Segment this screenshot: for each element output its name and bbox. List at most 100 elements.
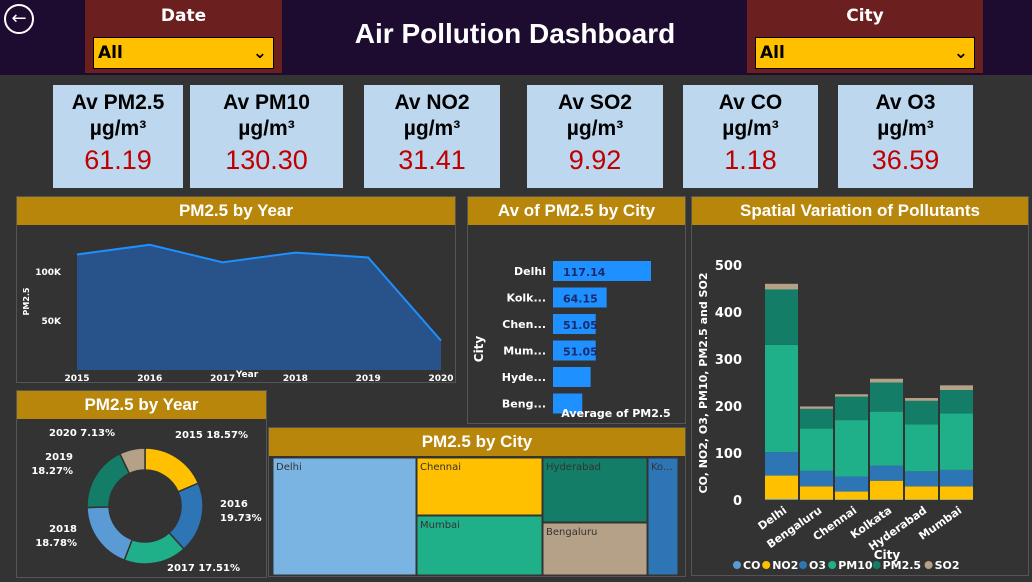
stacked-segment [870,382,903,412]
stacked-title: Spatial Variation of Pollutants [692,197,1028,225]
kpi-label: Av CO [718,91,783,114]
y-axis-label: City [472,336,486,363]
kpi-unit: µg/m³ [238,117,295,140]
city-bar [553,261,651,281]
legend-marker [924,561,933,569]
stacked-segment [835,491,868,500]
legend-label: PM10 [838,559,873,572]
treemap-tile [416,457,543,516]
kpi-label: Av O3 [875,91,936,114]
kpi-label: Av PM2.5 [71,91,165,114]
stacked-segment [765,289,798,345]
stacked-segment [940,469,973,487]
stacked-segment [905,400,938,425]
date-dropdown[interactable]: All ⌄ [93,37,274,69]
city-bar-title: Av of PM2.5 by City [468,197,685,225]
treemap-label: Ko... [651,462,673,473]
donut-label: 2016 [220,499,248,510]
stacked-segment [870,378,903,383]
stacked-segment [765,452,798,476]
kpi-value: 36.59 [871,145,940,175]
kpi-value: 9.92 [568,145,622,175]
stacked-segment [800,486,833,500]
x-tick-label: 2020 [428,374,453,382]
treemap-tile [272,457,417,576]
treemap-label: Chennai [420,462,461,473]
city-label: Delhi [514,265,546,278]
stacked-segment [940,390,973,414]
donut-label: 2017 17.51% [167,563,240,574]
stacked-segment [765,283,798,290]
stacked-segment [940,385,973,391]
city-label: Chen... [502,318,546,331]
date-slicer-label: Date [160,6,207,26]
y-tick-label: 200 [715,400,742,415]
stacked-segment [800,406,833,409]
stacked-segment [800,470,833,487]
donut-label: 19.73% [220,513,262,524]
treemap-tile [647,457,679,576]
kpi-unit: µg/m³ [722,117,779,140]
kpi-card-so2: Av SO2 µg/m³ 9.92 [527,85,663,188]
kpi-card-no2: Av NO2 µg/m³ 31.41 [364,85,500,188]
stacked-segment [870,411,903,466]
bar-value-label: 51.05 [563,346,598,359]
stacked-panel: Spatial Variation of Pollutants 0 100 200 3… [691,196,1029,576]
chevron-down-icon: ⌄ [252,43,267,63]
y-tick-label: 400 [715,306,742,321]
legend-marker [799,561,807,569]
legend-marker [733,561,741,569]
kpi-value: 31.41 [398,145,466,175]
kpi-value: 1.18 [724,145,777,175]
donut-slice [144,447,200,493]
stacked-segment [835,396,868,421]
y-axis-label: PM2.5 [22,287,31,315]
treemap-label: Hyderabad [546,462,601,473]
treemap-chart: Delhi Chennai Mumbai Hyderabad Bengaluru Ko..… [272,457,679,576]
city-bar-panel: Av of PM2.5 by City Delhi 117.14 Kolk... 64… [467,196,686,424]
city-slicer-label: City [846,6,884,26]
x-tick-label: 2018 [283,374,308,382]
date-slicer: Date All ⌄ [85,0,282,73]
stacked-segment [905,424,938,472]
city-label: Kolk... [506,292,546,305]
city-label: Mum... [503,345,546,358]
stacked-segment [835,420,868,477]
city-dropdown-value: All [760,43,785,63]
y-tick-label: 100 [715,447,742,462]
treemap-tile [416,515,543,576]
treemap-panel: PM2.5 by City Delhi Chennai Mumbai Hyderaba… [268,427,686,577]
donut-title: PM2.5 by Year [17,391,266,419]
x-tick-label: 2015 [64,374,89,382]
donut-chart: 2015 18.57% 2016 19.73% 2017 17.51% 2018 18.7… [31,428,262,574]
x-tick-label: 2019 [356,374,381,382]
legend-marker [872,561,881,569]
city-slicer: City All ⌄ [747,0,983,73]
x-axis-label: Year [235,370,259,380]
stacked-segment [800,408,833,429]
kpi-unit: µg/m³ [877,117,934,140]
bar-value-label: 51.05 [563,319,598,332]
y-tick-label: 0 [733,494,742,509]
legend-label: CO [743,559,760,572]
back-icon[interactable]: ← [4,4,34,34]
area-fill [77,244,441,370]
legend-marker [828,561,837,569]
city-bar [553,287,607,308]
stacked-chart: 0100200300400500DelhiBengaluruChennaiKol… [697,259,973,572]
kpi-label: Av PM10 [223,91,310,114]
kpi-label: Av NO2 [394,91,470,114]
city-dropdown[interactable]: All ⌄ [755,37,975,69]
stacked-segment [765,475,798,500]
stacked-segment [765,344,798,453]
stacked-segment [870,465,903,481]
donut-panel: PM2.5 by Year 2015 18.57% 2016 19.73% 2017 … [16,390,267,578]
kpi-unit: µg/m³ [89,117,147,140]
kpi-card-pm10: Av PM10 µg/m³ 130.30 [190,85,343,188]
area-chart-title: PM2.5 by Year [17,197,455,225]
chevron-down-icon: ⌄ [953,43,968,63]
x-axis-label: Average of PM2.5 [561,407,670,420]
page-title: Air Pollution Dashboard [354,18,676,49]
legend-label: O3 [809,559,826,572]
kpi-card-o3: Av O3 µg/m³ 36.59 [838,85,973,188]
